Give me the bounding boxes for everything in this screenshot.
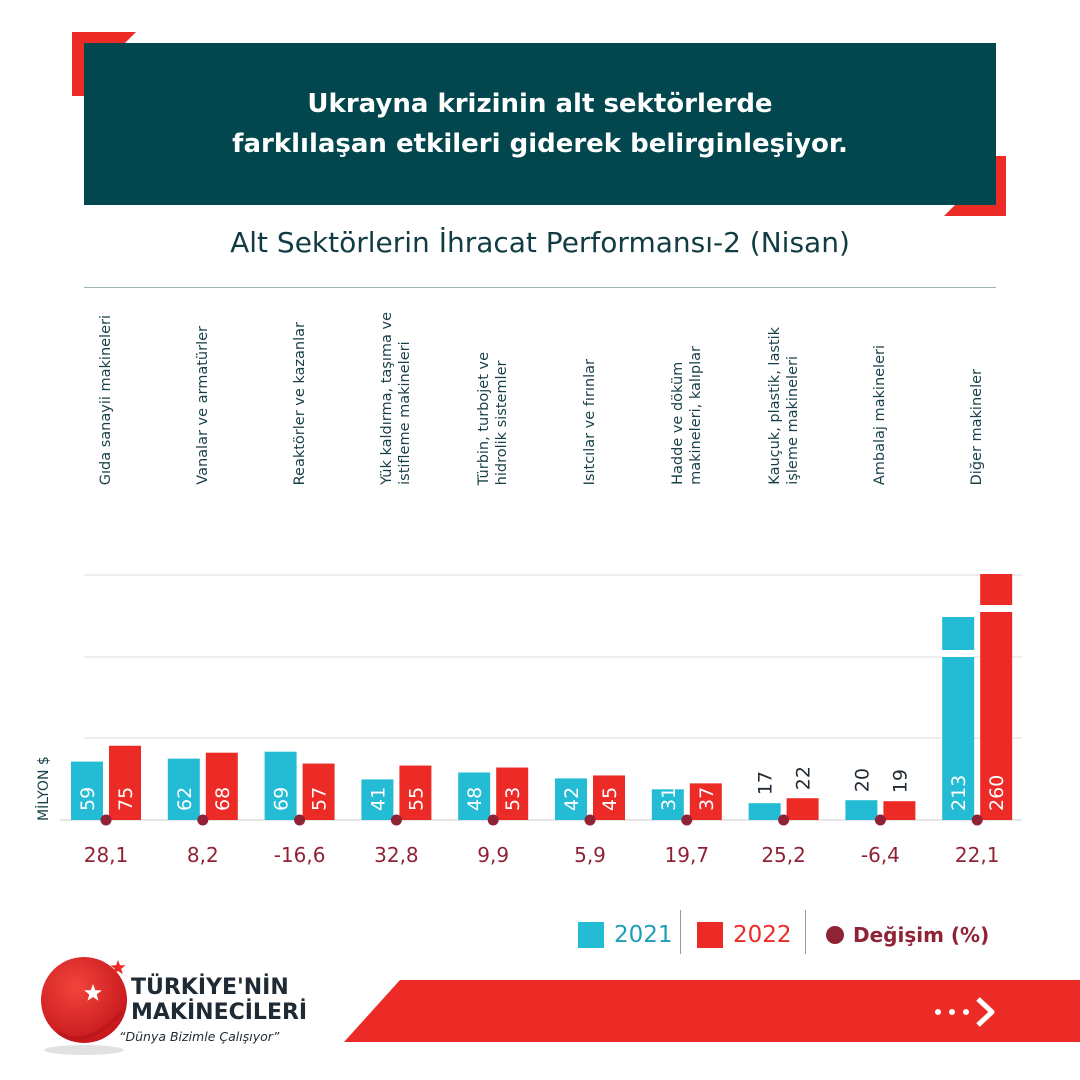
- change-dot: [294, 814, 306, 826]
- bar-value-label: 41: [367, 787, 389, 811]
- change-value-label: 19,7: [665, 843, 710, 867]
- headline-banner: Ukrayna krizinin alt sektörlerde farklıl…: [84, 43, 996, 205]
- bar-value-label: 75: [115, 787, 137, 811]
- legend-dot-change: [826, 926, 844, 944]
- logo-text-line-1: TÜRKİYE'NİN: [131, 975, 289, 1000]
- change-value-label: 9,9: [477, 843, 509, 867]
- bar-value-label: 59: [77, 787, 99, 811]
- bar-value-label: 45: [599, 787, 621, 811]
- bar-2021: [264, 751, 297, 820]
- change-value-label: -16,6: [274, 843, 326, 867]
- bar-2021: [845, 800, 878, 820]
- title-divider: [84, 287, 996, 288]
- legend-label-2021: 2021: [614, 922, 673, 948]
- bar-value-label: 42: [561, 787, 583, 811]
- change-value-label: 28,1: [84, 843, 129, 867]
- change-value-label: 25,2: [761, 843, 806, 867]
- bar-2021: [555, 778, 587, 820]
- change-dot: [197, 814, 209, 826]
- bar-2021: [361, 779, 394, 820]
- change-dot: [874, 814, 886, 826]
- legend-separator: [805, 910, 806, 954]
- change-value-label: 32,8: [374, 843, 419, 867]
- bar-value-label: 62: [174, 787, 196, 811]
- change-value-label: 22,1: [955, 843, 1000, 867]
- bar-2022: [689, 783, 722, 820]
- bar-value-label: 22: [793, 766, 815, 790]
- bar-2022: [205, 752, 238, 820]
- change-dot: [681, 814, 693, 826]
- bar-2022: [109, 745, 141, 820]
- change-dot: [584, 814, 596, 826]
- bar-value-label: 31: [658, 787, 680, 811]
- bar-value-label: 19: [889, 769, 911, 793]
- bar-2021: [458, 772, 491, 820]
- bar-value-label: 213: [948, 775, 970, 811]
- axis-break-mark: [941, 650, 976, 657]
- legend-label-change: Değişim (%): [853, 923, 990, 947]
- logo-slogan: “Dünya Bizimle Çalışıyor”: [119, 1029, 280, 1044]
- next-arrow-icon: [935, 997, 995, 1027]
- logo-text-line-2: MAKİNECİLERİ: [131, 1000, 308, 1025]
- bar-2021: [748, 803, 781, 820]
- bar-2022: [593, 775, 625, 820]
- bar-2022: [399, 765, 432, 820]
- bar-value-label: 20: [851, 768, 873, 792]
- legend-label-2022: 2022: [733, 922, 792, 948]
- bar-value-label: 55: [405, 787, 427, 811]
- change-dot: [390, 814, 402, 826]
- change-value-label: -6,4: [861, 843, 900, 867]
- footer-red-band: [344, 980, 1080, 1042]
- change-dot: [100, 814, 112, 826]
- headline-line-2: farklılaşan etkileri giderek belirginleş…: [232, 129, 848, 159]
- bar-value-label: 53: [502, 787, 524, 811]
- bar-value-label: 37: [696, 787, 718, 811]
- bar-value-label: 48: [464, 787, 486, 811]
- change-value-label: 8,2: [187, 843, 219, 867]
- bar-2022: [786, 798, 819, 820]
- axis-break-mark: [979, 605, 1014, 612]
- bar-2022: [496, 767, 529, 820]
- change-value-label: 5,9: [574, 843, 606, 867]
- bar-2021: [71, 761, 103, 820]
- legend-swatch-2021: [578, 922, 604, 948]
- bar-2021: [651, 789, 684, 820]
- bar-chart: 59 75 62 68 69 57 41 55 48 53 42 45 31 37 17 22 20 19 213 2…: [34, 574, 1022, 867]
- change-dot: [971, 814, 983, 826]
- change-dot: [778, 814, 790, 826]
- headline-line-1: Ukrayna krizinin alt sektörlerde: [307, 89, 773, 119]
- logo-emblem: [41, 957, 127, 1055]
- bar-value-label: 69: [271, 787, 293, 811]
- bar-2022: [980, 574, 1013, 820]
- legend-swatch-2022: [697, 922, 723, 948]
- legend-separator: [680, 910, 681, 954]
- bar-2021: [167, 758, 200, 820]
- legend-item-2022: 2022: [697, 918, 792, 952]
- bar-2022: [302, 763, 335, 820]
- bar-value-label: 17: [755, 771, 777, 795]
- bar-value-label: 260: [986, 775, 1008, 811]
- y-axis-unit-label: MİLYON $: [34, 756, 52, 821]
- change-dot: [487, 814, 499, 826]
- legend-item-change: Değişim (%): [826, 918, 989, 952]
- bar-value-label: 57: [309, 787, 331, 811]
- bar-value-label: 68: [212, 787, 234, 811]
- legend-item-2021: 2021: [578, 918, 673, 952]
- chart-title: Alt Sektörlerin İhracat Performansı-2 (N…: [230, 226, 850, 259]
- bar-2022: [883, 801, 916, 820]
